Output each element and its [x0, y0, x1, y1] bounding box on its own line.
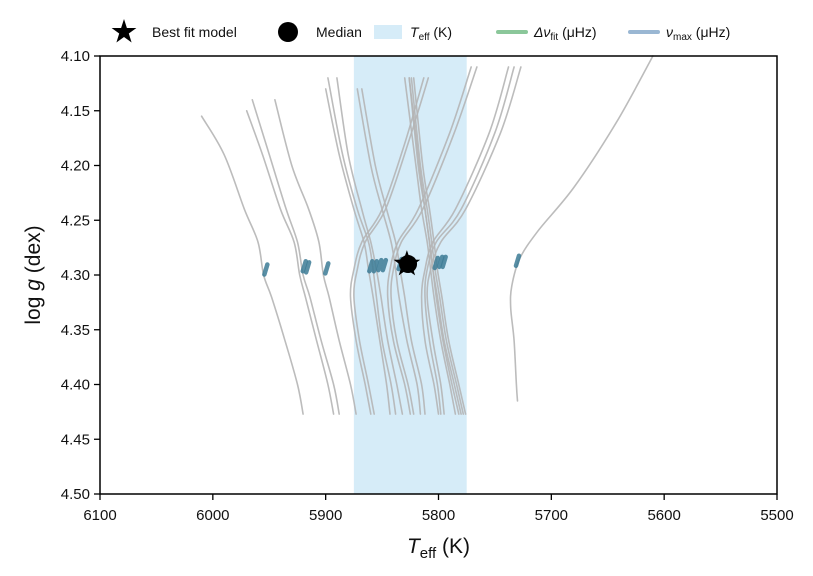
- x-tick-label-1: 6000: [196, 507, 229, 524]
- legend-sub: max: [673, 32, 692, 43]
- track-line-7: [356, 88, 422, 415]
- numax-marker-11: [432, 255, 440, 271]
- y-label-symbol: g: [22, 279, 45, 291]
- fit-points: [393, 250, 421, 276]
- y-axis-label: log g (dex): [22, 225, 45, 324]
- track-line-14: [420, 66, 510, 415]
- track-line-3: [274, 99, 357, 415]
- y-tick-label-5: 4.35: [61, 322, 90, 339]
- legend-band-swatch: [374, 25, 402, 39]
- track-line-15: [424, 66, 515, 415]
- x-label-unit: (K): [436, 535, 470, 558]
- numax-marker-4: [367, 258, 375, 274]
- y-tick-label-8: 4.50: [61, 486, 90, 503]
- legend: Best fit model Median Teff (K) Δνfit (μHz) ν…: [111, 19, 730, 43]
- numax-marker-5: [371, 258, 380, 274]
- numax-marker-14: [513, 253, 522, 269]
- numax-marker-6: [376, 257, 384, 273]
- x-label-sub: eff: [420, 545, 437, 562]
- legend-circle-icon: [278, 22, 298, 42]
- track-line-18: [390, 66, 478, 415]
- legend-label-best: Best fit model: [152, 24, 237, 40]
- legend-sub: eff: [419, 32, 430, 43]
- legend-symbol: Δν: [533, 24, 550, 40]
- numax-marker-12: [437, 254, 445, 270]
- y-label-prefix: log: [22, 291, 45, 325]
- numax-marker-1: [303, 260, 312, 275]
- y-tick-label-3: 4.25: [61, 212, 90, 229]
- x-axis-label: Teff (K): [407, 535, 470, 562]
- track-line-17: [386, 66, 472, 415]
- legend-item-dnu: Δνfit (μHz): [496, 24, 597, 43]
- track-line-12: [408, 77, 460, 415]
- legend-item-best: Best fit model: [111, 19, 237, 43]
- legend-item-numax: νmax (μHz): [628, 24, 730, 43]
- x-axis-ticks: 6100 6000 5900 5800 5700 5600 5500: [83, 494, 794, 524]
- track-line-11: [412, 77, 467, 415]
- y-tick-label-2: 4.20: [61, 158, 90, 175]
- legend-suffix: (μHz): [692, 24, 730, 40]
- y-tick-label-7: 4.45: [61, 431, 90, 448]
- numax-marker-2: [300, 258, 308, 274]
- y-tick-label-6: 4.40: [61, 377, 90, 394]
- legend-symbol: T: [410, 24, 420, 40]
- legend-star-icon: [111, 19, 137, 43]
- legend-symbol: ν: [666, 24, 673, 40]
- median-point: [399, 255, 418, 274]
- y-tick-label-1: 4.15: [61, 103, 90, 120]
- y-tick-label-0: 4.10: [61, 48, 90, 65]
- track-line-21: [509, 55, 654, 402]
- x-tick-label-0: 6100: [83, 507, 116, 524]
- legend-label-median: Median: [316, 24, 362, 40]
- y-label-unit: (dex): [22, 225, 45, 279]
- y-axis-ticks: 4.10 4.15 4.20 4.25 4.30 4.35 4.40 4.45 4.50: [61, 48, 100, 503]
- numax-marker-13: [440, 254, 448, 270]
- track-line-16: [426, 66, 522, 415]
- y-tick-label-4: 4.30: [61, 267, 90, 284]
- legend-suffix: (K): [430, 24, 453, 40]
- legend-label-teff: Teff (K): [410, 24, 452, 43]
- x-tick-label-3: 5800: [422, 507, 455, 524]
- track-line-2: [251, 99, 340, 415]
- x-tick-label-6: 5500: [760, 507, 793, 524]
- legend-suffix: (μHz): [558, 24, 596, 40]
- x-tick-label-5: 5600: [647, 507, 680, 524]
- track-line-20: [353, 77, 430, 415]
- x-label-symbol: T: [407, 535, 422, 558]
- legend-label-dnu: Δνfit (μHz): [533, 24, 597, 43]
- legend-sub: fit: [550, 32, 558, 43]
- x-tick-label-4: 5700: [535, 507, 568, 524]
- x-tick-label-2: 5900: [309, 507, 342, 524]
- numax-marker-3: [323, 261, 331, 276]
- legend-label-numax: νmax (μHz): [666, 24, 730, 43]
- track-line-19: [349, 77, 425, 415]
- plot-area: [200, 55, 654, 494]
- track-line-1: [245, 110, 335, 415]
- teff-band: [353, 56, 467, 494]
- legend-item-median: Median: [278, 22, 362, 42]
- track-line-0: [200, 115, 304, 415]
- legend-item-teff: Teff (K): [374, 24, 452, 43]
- numax-marker-7: [380, 257, 389, 273]
- numax-marker-0: [262, 262, 270, 277]
